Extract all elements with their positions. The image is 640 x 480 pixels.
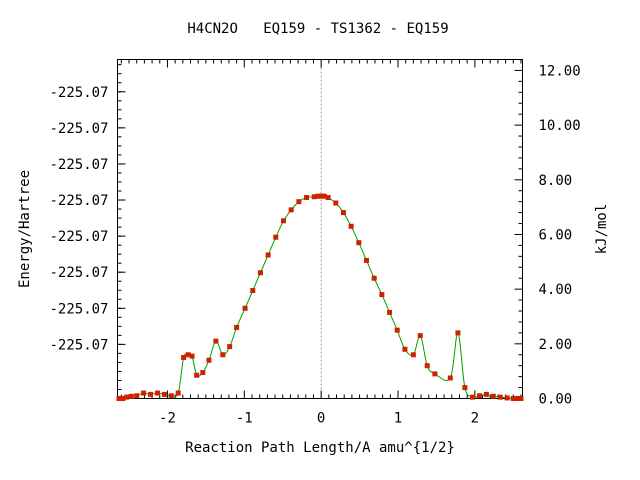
plot-area: [117, 59, 523, 399]
y-left-tick-label: -225.07: [49, 337, 108, 353]
y-right-tick-label: 8.00: [539, 173, 573, 189]
data-point: [234, 324, 240, 330]
data-point: [470, 394, 476, 400]
data-point: [424, 363, 430, 369]
y-right-tick-label: 0.00: [539, 392, 573, 408]
data-point: [120, 396, 126, 401]
data-point: [185, 352, 191, 358]
y-left-tick-label: -225.07: [49, 121, 108, 137]
data-point: [462, 385, 468, 391]
data-point: [325, 195, 331, 201]
data-point: [515, 396, 521, 401]
data-point: [348, 223, 354, 229]
data-point: [175, 390, 181, 396]
y-axis-label: Energy/Hartree: [17, 170, 33, 288]
data-point: [200, 370, 206, 376]
data-point: [148, 391, 154, 397]
data-point: [497, 394, 503, 400]
data-point: [265, 252, 271, 258]
y-right-tick-label: 12.00: [539, 63, 581, 79]
data-point: [257, 270, 263, 276]
data-point: [333, 200, 339, 206]
data-point: [356, 240, 362, 246]
data-point: [379, 292, 385, 298]
y-left-tick-label: -225.07: [49, 265, 108, 281]
y-right-tick-label: 4.00: [539, 282, 573, 298]
data-point: [311, 194, 317, 200]
data-point: [490, 393, 496, 399]
data-point: [161, 391, 167, 397]
data-point: [417, 333, 423, 339]
y-right-axis-ticks: 0.00 2.00 4.00 6.00 8.00 10.00 12.00: [514, 59, 581, 408]
series-markers: [116, 193, 524, 401]
data-point: [288, 207, 294, 213]
data-point: [504, 395, 510, 401]
y2-axis-label: kJ/mol: [594, 204, 610, 255]
data-point: [402, 346, 408, 352]
y-left-tick-label: -225.07: [49, 193, 108, 209]
y-left-tick-label: -225.07: [49, 85, 108, 101]
x-tick-label: 1: [394, 411, 402, 427]
data-point: [280, 218, 286, 224]
data-point: [128, 393, 134, 399]
x-tick-label: 0: [317, 411, 325, 427]
data-point: [410, 352, 416, 358]
y-left-tick-label: -225.07: [49, 157, 108, 173]
x-tick-label: -1: [236, 411, 253, 427]
y-right-tick-label: 2.00: [539, 337, 573, 353]
data-point: [194, 372, 200, 378]
data-point: [220, 352, 226, 358]
y-right-tick-label: 10.00: [539, 118, 581, 134]
data-point: [242, 305, 248, 311]
x-axis-ticks: -2 -1 0 1 2: [120, 59, 522, 427]
data-point: [250, 288, 256, 294]
y-left-tick-label: -225.07: [49, 301, 108, 317]
data-point: [141, 390, 147, 396]
data-point: [189, 353, 195, 359]
data-point: [476, 393, 482, 399]
data-point: [116, 396, 122, 401]
data-point: [518, 396, 524, 401]
data-point: [134, 393, 140, 399]
data-point: [168, 393, 174, 399]
data-point: [227, 344, 233, 350]
x-axis-label: Reaction Path Length/A amu^{1/2}: [185, 440, 455, 456]
data-point: [363, 257, 369, 263]
data-point: [124, 394, 130, 400]
data-point: [321, 193, 327, 199]
data-point: [447, 375, 453, 381]
chart-title: H4CN2O EQ159 - TS1362 - EQ159: [187, 21, 448, 37]
series-line: [118, 195, 521, 400]
data-point: [273, 234, 279, 240]
data-point: [318, 193, 324, 199]
data-point: [213, 338, 219, 344]
data-point: [340, 210, 346, 216]
data-point: [154, 390, 160, 396]
data-point: [371, 275, 377, 281]
data-point: [315, 193, 321, 199]
data-point: [304, 195, 310, 201]
data-point: [387, 309, 393, 315]
data-point: [510, 396, 516, 401]
data-point: [483, 391, 489, 397]
data-point: [455, 330, 461, 336]
data-point: [296, 199, 302, 205]
y-right-tick-label: 6.00: [539, 227, 573, 243]
y-left-axis-ticks: -225.07 -225.07 -225.07 -225.07 -225.07 -225.…: [49, 64, 126, 399]
x-tick-label: -2: [159, 411, 176, 427]
data-point: [206, 357, 212, 363]
data-point: [181, 354, 187, 360]
x-tick-label: 2: [471, 411, 479, 427]
data-point: [432, 371, 438, 377]
y-left-tick-label: -225.07: [49, 229, 108, 245]
data-point: [394, 327, 400, 333]
